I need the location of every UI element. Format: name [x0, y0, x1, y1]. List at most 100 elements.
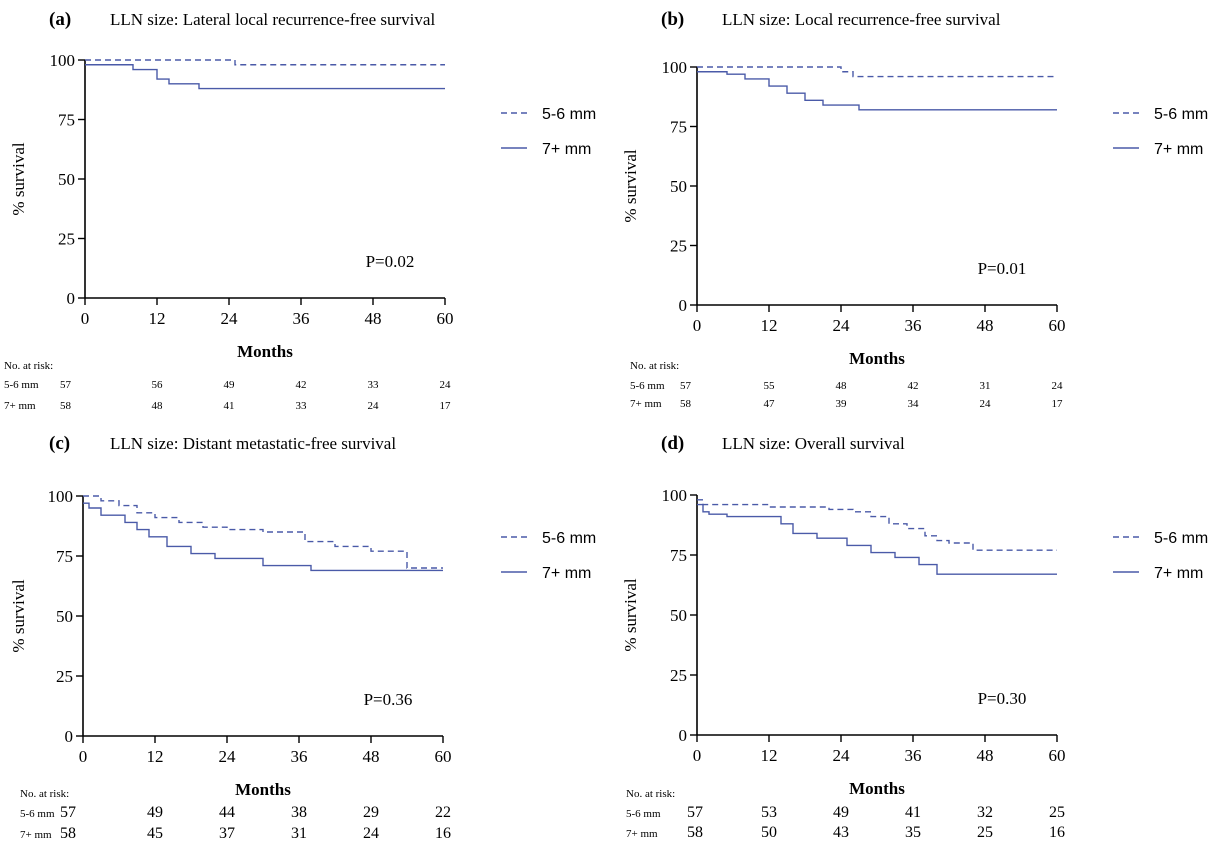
survival-curve-5-6mm [697, 499, 1057, 551]
y-tick-label: 25 [56, 667, 73, 686]
risk-row-label: 7+ mm [630, 398, 662, 410]
risk-value: 56 [152, 379, 164, 391]
x-tick-label: 60 [435, 747, 452, 766]
risk-table-title: No. at risk: [20, 788, 69, 800]
risk-value: 57 [687, 804, 703, 821]
y-axis-label: % survival [9, 579, 28, 652]
panel-label: (c) [49, 433, 70, 454]
y-tick-label: 25 [58, 230, 75, 249]
x-tick-label: 0 [693, 746, 702, 765]
risk-value: 49 [224, 379, 236, 391]
risk-value: 39 [836, 398, 848, 410]
y-tick-label: 100 [48, 487, 74, 506]
risk-value: 33 [296, 400, 308, 412]
chart-panel-b: (b) LLN size: Local recurrence-free survi… [612, 0, 1224, 423]
x-tick-label: 12 [149, 309, 166, 328]
survival-curve-7plus-mm [85, 64, 445, 90]
x-tick-label: 48 [365, 309, 382, 328]
survival-curve-7plus-mm [697, 71, 1057, 111]
x-tick-label: 24 [833, 746, 851, 765]
risk-value: 55 [764, 380, 776, 392]
risk-value: 57 [680, 380, 692, 392]
y-tick-label: 100 [662, 58, 688, 77]
risk-value: 53 [761, 804, 777, 821]
risk-value: 42 [296, 379, 307, 391]
risk-value: 24 [440, 379, 452, 391]
x-tick-label: 60 [437, 309, 454, 328]
survival-curve-5-6mm [697, 66, 1057, 78]
survival-curve-7plus-mm [83, 502, 443, 572]
risk-value: 50 [761, 824, 777, 841]
risk-row-label: 7+ mm [20, 829, 52, 841]
risk-value: 43 [833, 824, 849, 841]
chart-panel-a: (a) LLN size: Lateral local recurrence-fr… [0, 0, 612, 423]
p-value-label: P=0.01 [978, 259, 1027, 278]
risk-value: 49 [833, 804, 849, 821]
risk-value: 57 [60, 379, 72, 391]
x-tick-label: 0 [81, 309, 90, 328]
y-tick-label: 75 [670, 118, 687, 137]
risk-value: 42 [908, 380, 919, 392]
risk-value: 48 [836, 380, 848, 392]
risk-value: 58 [687, 824, 703, 841]
risk-value: 16 [435, 825, 451, 842]
legend-label: 7+ mm [1154, 141, 1203, 158]
chart-title: LLN size: Overall survival [722, 434, 905, 453]
x-tick-label: 36 [291, 747, 308, 766]
risk-value: 24 [368, 400, 380, 412]
risk-value: 44 [219, 804, 235, 821]
y-tick-label: 50 [56, 607, 73, 626]
x-axis-label: Months [237, 342, 293, 361]
y-tick-label: 0 [67, 289, 76, 308]
x-tick-label: 24 [219, 747, 237, 766]
risk-value: 58 [60, 825, 76, 842]
y-tick-label: 0 [65, 727, 74, 746]
risk-row-label: 7+ mm [626, 828, 658, 840]
y-tick-label: 25 [670, 237, 687, 256]
survival-curve-5-6mm [83, 495, 443, 569]
risk-value: 37 [219, 825, 235, 842]
risk-value: 49 [147, 804, 163, 821]
x-axis-label: Months [849, 779, 905, 798]
x-tick-label: 12 [761, 316, 778, 335]
risk-table-title: No. at risk: [630, 360, 679, 372]
y-axis-label: % survival [9, 142, 28, 215]
p-value-label: P=0.02 [366, 252, 415, 271]
x-tick-label: 36 [905, 746, 922, 765]
risk-value: 24 [363, 825, 379, 842]
risk-row-label: 5-6 mm [630, 380, 665, 392]
risk-value: 41 [905, 804, 921, 821]
y-tick-label: 75 [670, 546, 687, 565]
risk-value: 29 [363, 804, 379, 821]
survival-curve-5-6mm [85, 59, 445, 66]
y-tick-label: 50 [670, 177, 687, 196]
risk-value: 25 [977, 824, 993, 841]
chart-svg: (b) LLN size: Local recurrence-free survi… [621, 9, 1208, 410]
risk-value: 58 [680, 398, 692, 410]
legend-label: 5-6 mm [1154, 106, 1208, 123]
legend-label: 7+ mm [542, 565, 591, 582]
y-axis-label: % survival [621, 149, 640, 222]
risk-value: 45 [147, 825, 163, 842]
x-tick-label: 48 [977, 746, 994, 765]
x-axis-label: Months [235, 780, 291, 799]
risk-value: 17 [440, 400, 452, 412]
legend-label: 7+ mm [1154, 565, 1203, 582]
risk-row-label: 5-6 mm [626, 808, 661, 820]
chart-title: LLN size: Local recurrence-free survival [722, 10, 1001, 29]
x-tick-label: 24 [833, 316, 851, 335]
chart-title: LLN size: Distant metastatic-free surviv… [110, 434, 396, 453]
risk-value: 47 [764, 398, 776, 410]
x-axis-label: Months [849, 349, 905, 368]
risk-value: 31 [291, 825, 307, 842]
risk-table-title: No. at risk: [626, 788, 675, 800]
risk-value: 35 [905, 824, 921, 841]
y-tick-label: 0 [679, 726, 688, 745]
legend-label: 5-6 mm [542, 530, 596, 547]
x-tick-label: 60 [1049, 316, 1066, 335]
y-axis-label: % survival [621, 578, 640, 651]
x-tick-label: 36 [293, 309, 310, 328]
x-tick-label: 60 [1049, 746, 1066, 765]
risk-value: 48 [152, 400, 164, 412]
p-value-label: P=0.30 [978, 689, 1027, 708]
